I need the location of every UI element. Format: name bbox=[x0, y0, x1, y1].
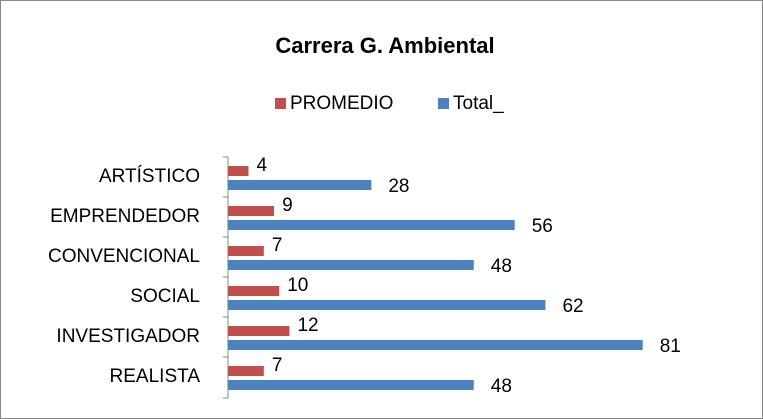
data-label: 62 bbox=[562, 296, 583, 317]
y-tick-label: ARTÍSTICO bbox=[99, 166, 200, 187]
y-tick-label: CONVENCIONAL bbox=[48, 246, 200, 267]
chart-title: Carrera G. Ambiental bbox=[275, 33, 494, 58]
data-label: 48 bbox=[491, 376, 512, 397]
bar bbox=[228, 220, 515, 230]
legend-label: Total_ bbox=[453, 93, 504, 114]
data-label: 7 bbox=[272, 235, 283, 256]
bar bbox=[228, 246, 264, 256]
data-label: 10 bbox=[287, 275, 308, 296]
data-label: 81 bbox=[660, 336, 681, 357]
bar bbox=[228, 260, 474, 270]
bar bbox=[228, 166, 249, 176]
data-label: 48 bbox=[491, 256, 512, 277]
data-label: 12 bbox=[297, 315, 318, 336]
bar bbox=[228, 286, 280, 296]
y-tick-label: EMPRENDEDOR bbox=[50, 206, 200, 227]
bar bbox=[228, 206, 275, 216]
bar bbox=[228, 366, 264, 376]
legend-swatch bbox=[275, 98, 286, 109]
y-tick-label: SOCIAL bbox=[130, 286, 200, 307]
legend-label: PROMEDIO bbox=[290, 93, 393, 114]
bar bbox=[228, 300, 546, 310]
bar bbox=[228, 380, 474, 390]
data-label: 9 bbox=[282, 195, 293, 216]
bar bbox=[228, 180, 372, 190]
data-label: 7 bbox=[272, 355, 283, 376]
legend-swatch bbox=[438, 98, 449, 109]
data-label: 28 bbox=[388, 176, 409, 197]
data-label: 4 bbox=[256, 155, 267, 176]
y-tick-label: INVESTIGADOR bbox=[56, 326, 200, 347]
bar bbox=[228, 326, 290, 336]
y-tick-label: REALISTA bbox=[110, 366, 201, 387]
data-label: 56 bbox=[532, 216, 553, 237]
bar bbox=[228, 340, 643, 350]
